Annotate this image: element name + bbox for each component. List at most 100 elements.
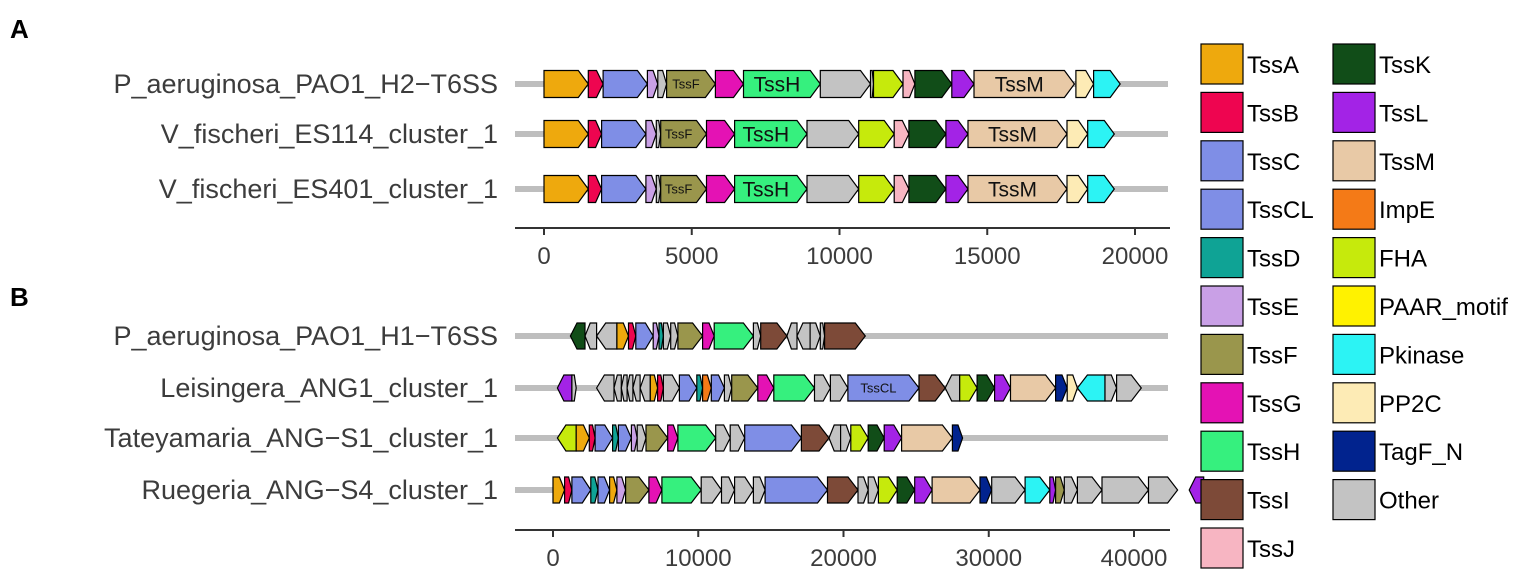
gene-arrow-tssa bbox=[543, 119, 590, 149]
legend-swatch bbox=[1200, 479, 1244, 521]
gene-arrow-fha bbox=[959, 374, 978, 402]
gene-arrow-other bbox=[715, 424, 731, 452]
legend-swatch bbox=[1332, 479, 1376, 521]
legend-swatch bbox=[1200, 140, 1244, 182]
gene-arrow-tsse bbox=[630, 424, 638, 452]
gene-arrow-tssl bbox=[556, 374, 573, 402]
gene-arrow-tssk bbox=[569, 322, 586, 350]
gene-arrow-tsse bbox=[645, 174, 657, 204]
gene-arrow-tsse bbox=[652, 322, 660, 350]
gene-arrow-fha bbox=[556, 424, 577, 452]
legend-item: Other bbox=[1332, 479, 1439, 521]
gene-arrow-other bbox=[632, 374, 641, 402]
x-tick-label: 10000 bbox=[806, 243, 873, 270]
gene-arrow-other bbox=[1104, 374, 1118, 402]
gene-arrow-other bbox=[813, 374, 832, 402]
gene-arrow-tssf bbox=[624, 476, 650, 504]
gene-arrow-tssi bbox=[826, 476, 859, 504]
gene-arrow-tssi bbox=[823, 322, 867, 350]
gene-arrow-tssh bbox=[713, 322, 755, 350]
panel-a: A P_aeruginosa_PAO1_H2−T6SS TssF TssH TssMV… bbox=[10, 14, 1170, 270]
x-tick-label: 20000 bbox=[810, 545, 877, 572]
gene-arrow-tssk bbox=[976, 374, 996, 402]
gene-arrow-tssh bbox=[677, 424, 717, 452]
gene-arrow-pkinase bbox=[1087, 119, 1116, 149]
legend-item: TssCL bbox=[1200, 188, 1314, 230]
gene-arrow-tssf bbox=[731, 374, 759, 402]
legend-swatch bbox=[1332, 91, 1376, 134]
gene-arrow-tssc bbox=[600, 119, 647, 149]
legend-label: PAAR_motif bbox=[1379, 294, 1508, 321]
gene-arrow-tssh bbox=[733, 174, 808, 204]
gene-arrow-other bbox=[723, 374, 733, 402]
legend-item: Pkinase bbox=[1332, 333, 1464, 375]
gene-arrow-tssc bbox=[678, 374, 698, 402]
legend-item: PAAR_motif bbox=[1332, 285, 1508, 327]
gene-track: V_fischeri_ES114_cluster_1 TssF TssH TssM bbox=[161, 119, 1168, 149]
gene-arrow-tssl bbox=[951, 69, 975, 99]
gene-arrow-other bbox=[639, 374, 651, 402]
gene-arrow-other bbox=[655, 174, 662, 204]
track-name: Leisingera_ANG1_cluster_1 bbox=[160, 373, 498, 403]
legend-label: TssB bbox=[1247, 100, 1299, 127]
legend-item: TssL bbox=[1332, 91, 1428, 134]
gene-arrow-tssf bbox=[1054, 476, 1065, 504]
legend-label: TssH bbox=[1247, 439, 1300, 466]
gene-arrow-tssb bbox=[627, 322, 637, 350]
legend-label: TagF_N bbox=[1379, 439, 1463, 466]
gene-arrow-tssm bbox=[973, 69, 1076, 99]
gene-arrow-other bbox=[657, 69, 668, 99]
gene-arrow-fha bbox=[858, 174, 895, 204]
panel-b-axis: 0 10000 20000 30000 40000 bbox=[515, 529, 1170, 572]
gene-track: V_fischeri_ES401_cluster_1 TssF TssH TssM bbox=[159, 174, 1168, 204]
gene-arrow-tssg bbox=[705, 119, 736, 149]
gene-arrow-tssa bbox=[575, 424, 590, 452]
gene-label: TssH bbox=[742, 179, 789, 202]
gene-arrow-tagf_n bbox=[951, 424, 964, 452]
gene-arrow-other bbox=[1063, 476, 1079, 504]
gene-arrow-other bbox=[636, 424, 647, 452]
gene-arrow-tssj bbox=[893, 119, 910, 149]
gene-arrow-tssc bbox=[847, 374, 920, 402]
gene-label: TssM bbox=[988, 179, 1037, 202]
gene-arrow-pkinase bbox=[1076, 374, 1106, 402]
gene-arrow-tssb bbox=[656, 374, 665, 402]
gene-arrow-tssm bbox=[1009, 374, 1057, 402]
gene-arrow-tssi bbox=[760, 322, 788, 350]
legend-label: TssK bbox=[1379, 52, 1431, 79]
gene-arrow-tssf bbox=[677, 322, 704, 350]
legend-label: Other bbox=[1379, 488, 1439, 515]
legend-item: TagF_N bbox=[1332, 430, 1463, 472]
gene-arrow-tssd bbox=[611, 424, 620, 452]
gene-arrow-tssd bbox=[658, 322, 665, 350]
gene-arrow-other bbox=[1115, 374, 1143, 402]
track-name: Ruegeria_ANG−S4_cluster_1 bbox=[142, 475, 498, 505]
gene-arrow-other bbox=[720, 476, 736, 504]
gene-arrow-tssa bbox=[608, 476, 618, 504]
gene-arrow-other bbox=[1147, 476, 1179, 504]
gene-arrow-pkinase bbox=[1087, 174, 1116, 204]
gene-arrow-tssh bbox=[773, 374, 816, 402]
gene-track: P_aeruginosa_PAO1_H2−T6SS TssF TssH TssM bbox=[114, 69, 1168, 99]
legend-item: ImpE bbox=[1332, 188, 1435, 230]
gene-arrow-other bbox=[595, 322, 618, 350]
gene-arrow-other bbox=[595, 374, 615, 402]
gene-arrow-tssb bbox=[588, 424, 596, 452]
gene-arrow-other bbox=[752, 476, 766, 504]
gene-arrow-fha bbox=[877, 476, 898, 504]
x-tick-label: 0 bbox=[546, 545, 559, 572]
legend-item: TssE bbox=[1200, 285, 1299, 327]
legend-swatch bbox=[1200, 285, 1244, 327]
legend-swatch bbox=[1200, 188, 1244, 230]
legend-item: TssM bbox=[1332, 140, 1435, 182]
gene-arrow-tsse bbox=[645, 119, 657, 149]
gene-arrow-pp2c bbox=[1075, 69, 1095, 99]
legend-swatch bbox=[1332, 188, 1376, 230]
legend-label: TssM bbox=[1379, 149, 1435, 176]
legend-label: TssI bbox=[1247, 488, 1290, 515]
gene-arrow-other bbox=[662, 374, 681, 402]
gene-arrow-tagf_n bbox=[979, 476, 993, 504]
legend-swatch bbox=[1200, 527, 1244, 569]
gene-arrow-other bbox=[944, 374, 961, 402]
gene-arrow-tssj bbox=[893, 174, 910, 204]
